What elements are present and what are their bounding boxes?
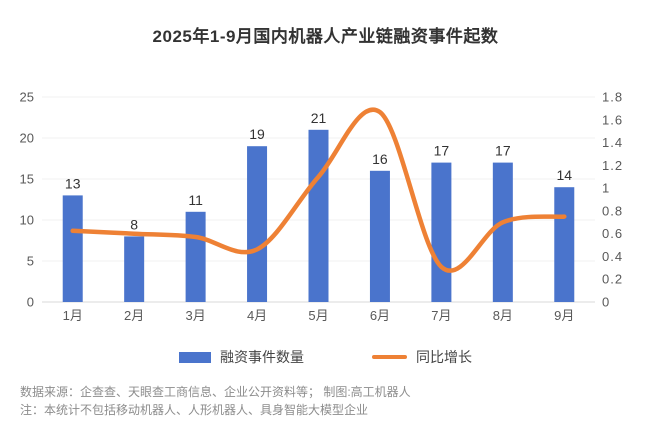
- bar-3月: [185, 211, 206, 302]
- left-axis-tick: 5: [27, 254, 34, 269]
- legend-line-label: 同比增长: [416, 349, 472, 365]
- legend-item-line: 同比增长: [372, 347, 472, 367]
- x-axis-label: 7月: [431, 308, 451, 323]
- bar-value-label: 16: [372, 151, 388, 167]
- left-axis-tick: 15: [20, 172, 34, 187]
- x-axis-label: 9月: [554, 308, 574, 323]
- right-axis-tick: 0.2: [602, 272, 623, 287]
- right-axis-tick: 0.4: [602, 249, 623, 264]
- x-axis-label: 8月: [493, 308, 513, 323]
- bar-value-label: 8: [130, 216, 138, 232]
- bar-1月: [62, 195, 83, 302]
- combo-chart: 0 5 10 15 20 25 0 0.2 0.4 0.6 0.8 1 1.2 1.4 1.6 1.8 13 1月…: [20, 90, 623, 324]
- left-axis-tick: 10: [20, 213, 34, 228]
- bar-series-swatch: [179, 351, 211, 363]
- x-axis-label: 5月: [308, 308, 328, 323]
- growth-line: [70, 107, 567, 273]
- bar-value-label: 17: [434, 143, 450, 159]
- bar-6月: [369, 170, 390, 302]
- left-axis-tick: 0: [27, 295, 34, 310]
- chart-title: 2025年1-9月国内机器人产业链融资事件起数: [152, 27, 499, 46]
- bar-value-label: 21: [311, 110, 327, 126]
- right-axis-tick: 0.8: [602, 203, 623, 218]
- x-axis-label: 2月: [124, 308, 144, 323]
- bar-value-label: 13: [65, 175, 81, 191]
- bar-5月: [308, 129, 329, 302]
- footer: 数据来源：企查查、天眼查工商信息、企业公开资料等； 制图:高工机器人 注：本统计…: [20, 383, 641, 419]
- legend-bar-label: 融资事件数量: [220, 349, 304, 365]
- right-axis-tick: 1.2: [602, 158, 623, 173]
- right-axis-tick: 1.8: [602, 90, 623, 105]
- bar-4月: [247, 146, 268, 302]
- x-axis-label: 4月: [247, 308, 267, 323]
- right-axis-tick: 0.6: [602, 226, 623, 241]
- x-axis-label: 6月: [370, 308, 390, 323]
- right-axis-tick: 0: [602, 295, 610, 310]
- bar-7月: [431, 162, 452, 302]
- right-axis-tick: 1.6: [602, 112, 623, 127]
- left-axis-tick: 25: [20, 90, 34, 105]
- bar-8月: [492, 162, 513, 302]
- bar-value-label: 11: [188, 192, 203, 208]
- bar-9月: [554, 187, 575, 302]
- right-axis-tick: 1: [602, 181, 610, 196]
- left-axis-tick: 20: [20, 131, 34, 146]
- bar-value-label: 19: [249, 126, 265, 142]
- x-axis-label: 1月: [63, 308, 83, 323]
- data-source-note: 数据来源：企查查、天眼查工商信息、企业公开资料等； 制图:高工机器人: [20, 385, 411, 399]
- scope-note: 注：本统计不包括移动机器人、人形机器人、具身智能大模型企业: [20, 403, 369, 417]
- line-series-swatch: [372, 355, 407, 359]
- right-axis-tick: 1.4: [602, 135, 623, 150]
- legend-item-bars: 融资事件数量: [179, 347, 304, 367]
- bar-value-label: 14: [556, 167, 572, 183]
- bar-2月: [124, 236, 145, 302]
- x-axis-label: 3月: [185, 308, 205, 323]
- legend: 融资事件数量 同比增长: [0, 347, 651, 367]
- bar-value-label: 17: [495, 143, 511, 159]
